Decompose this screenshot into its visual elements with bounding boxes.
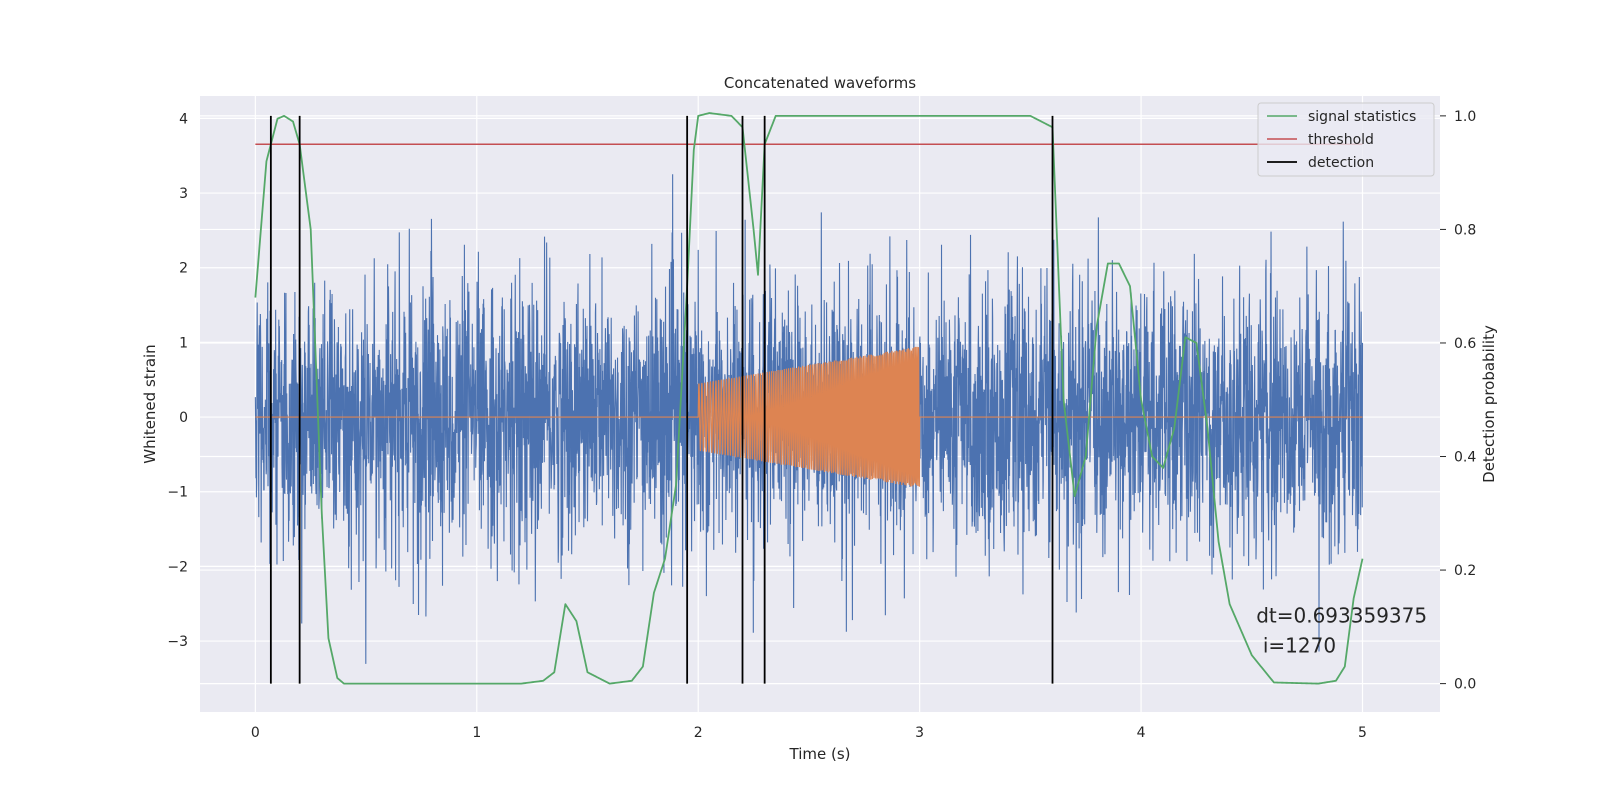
legend-label-detection: detection xyxy=(1308,155,1374,171)
y-tick-label: −1 xyxy=(167,485,188,501)
y2-axis-label: Detection probability xyxy=(1480,325,1498,483)
y-tick-label: 3 xyxy=(179,186,188,202)
y2-tick-label: 0.0 xyxy=(1454,677,1476,693)
series-signal-statistics xyxy=(254,112,1364,685)
y-tick-label: 4 xyxy=(179,111,188,127)
series-injected-chirp xyxy=(255,346,1363,487)
legend-label-threshold: threshold xyxy=(1308,132,1374,148)
y2-tick-label: 0.4 xyxy=(1454,450,1476,466)
y-tick-label: 1 xyxy=(179,335,188,351)
ticks: 0 1 2 3 4 5 −3 −2 −1 0 1 2 3 4 0.0 0.2 0.4 0.6 0.8 1.0 xyxy=(167,109,1476,741)
legend-box xyxy=(1257,102,1435,177)
series-layer xyxy=(254,112,1364,685)
x-tick-label: 5 xyxy=(1358,725,1367,741)
x-tick-label: 0 xyxy=(251,725,260,741)
legend-label-signal: signal statistics xyxy=(1308,109,1416,125)
y2-tick-label: 0.8 xyxy=(1454,222,1476,238)
annotation-dt: dt=0.693359375 xyxy=(1256,603,1427,627)
x-tick-label: 3 xyxy=(915,725,924,741)
legend: signal statistics threshold detection xyxy=(1257,102,1435,177)
y-tick-label: −3 xyxy=(167,634,188,650)
x-tick-label: 2 xyxy=(694,725,703,741)
x-tick-label: 1 xyxy=(472,725,481,741)
y2-tick-label: 0.2 xyxy=(1454,563,1476,579)
annotation-index: i=1270 xyxy=(1263,633,1336,657)
y-axis-label: Whitened strain xyxy=(141,344,159,463)
x-tick-label: 4 xyxy=(1137,725,1146,741)
y2-tick-label: 1.0 xyxy=(1454,109,1476,125)
x-axis-label: Time (s) xyxy=(789,745,851,763)
chart-title: Concatenated waveforms xyxy=(724,74,916,92)
y2-tick-label: 0.6 xyxy=(1454,336,1476,352)
y-tick-label: 2 xyxy=(179,261,188,277)
y-tick-label: 0 xyxy=(179,410,188,426)
y-tick-label: −2 xyxy=(167,559,188,575)
